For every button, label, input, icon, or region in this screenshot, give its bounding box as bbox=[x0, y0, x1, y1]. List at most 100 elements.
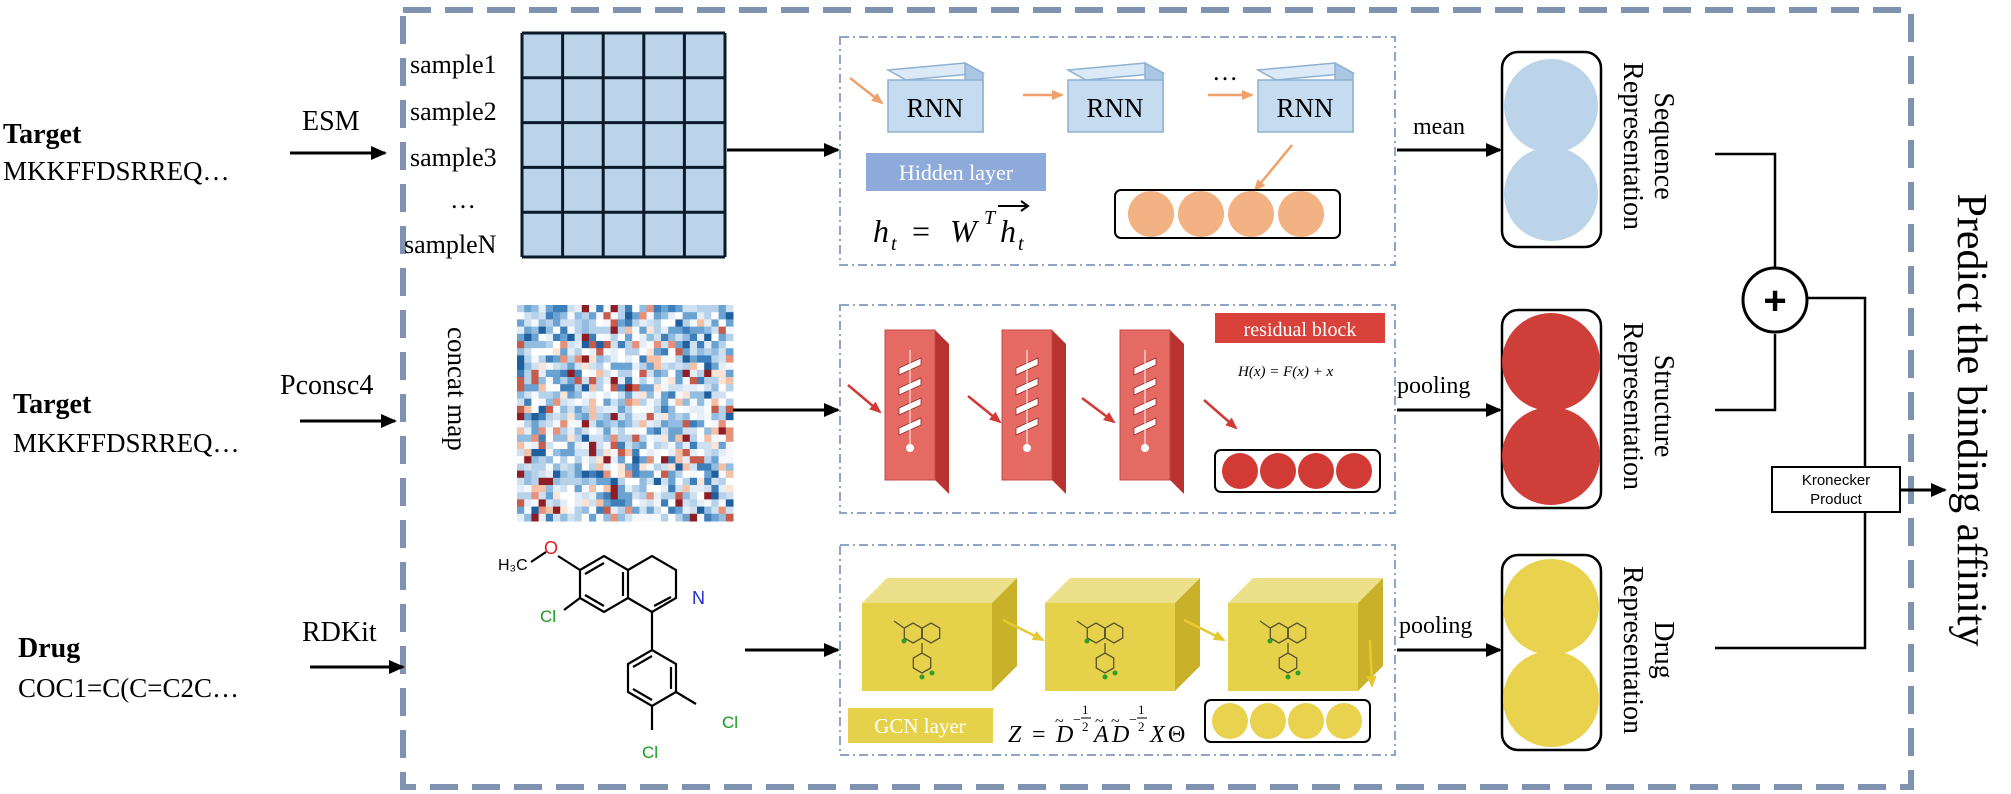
gcn-formula: Z = D ~ − 1 2 A ~ D ~ − 1 2 X Θ bbox=[1008, 702, 1185, 748]
target2-label: Target bbox=[13, 389, 92, 420]
rnn-output-node-4 bbox=[1278, 191, 1324, 237]
concat-heatmap bbox=[517, 305, 734, 522]
pooling-label-1: pooling bbox=[1397, 373, 1470, 399]
svg-text:~: ~ bbox=[1055, 713, 1064, 730]
rnn-in-arrow bbox=[849, 77, 884, 105]
res-arrow-1 bbox=[967, 395, 1002, 424]
drug-sequence: COC1=C(C=C2C… bbox=[18, 673, 239, 703]
gcn-arrow-3 bbox=[1366, 639, 1377, 688]
residual-panel bbox=[839, 304, 1396, 514]
outer-dashed-frame bbox=[400, 7, 1914, 790]
svg-text:h: h bbox=[1000, 213, 1016, 249]
rnn-cell-3-label: RNN bbox=[1276, 93, 1333, 123]
hidden-layer-label: Hidden layer bbox=[899, 160, 1014, 185]
drug-to-merge-line bbox=[1715, 510, 1867, 650]
rnn-cell-1 bbox=[885, 61, 986, 134]
structure-repr-label-1: Structure bbox=[1648, 355, 1679, 458]
res-out-arrow bbox=[1203, 399, 1238, 430]
svg-text:t: t bbox=[891, 233, 897, 255]
rnn-cell-2 bbox=[1065, 61, 1166, 134]
kronecker-label-1: Kronecker bbox=[1802, 472, 1870, 489]
structure-repr-label-2: Representation bbox=[1617, 322, 1648, 490]
residual-output-node-2 bbox=[1260, 453, 1296, 489]
svg-text:t: t bbox=[1018, 233, 1024, 255]
kronecker-box bbox=[1771, 466, 1901, 513]
res-arrow-2 bbox=[1081, 397, 1116, 424]
rnn-ellipsis: … bbox=[1212, 57, 1238, 86]
target1-sequence: MKKFFDSRREQ… bbox=[3, 156, 230, 186]
plus-symbol: + bbox=[1763, 279, 1786, 323]
gcn-label-box bbox=[848, 708, 993, 743]
svg-text:=: = bbox=[912, 213, 930, 249]
svg-text:~: ~ bbox=[1111, 713, 1120, 730]
sample-label-3: sample3 bbox=[410, 143, 497, 172]
drug-repr-node-1 bbox=[1503, 559, 1599, 655]
residual-label-box bbox=[1215, 313, 1385, 343]
pooling-label-2: pooling bbox=[1399, 613, 1472, 639]
drug-repr-node-2 bbox=[1503, 651, 1599, 747]
gcn-output-node-4 bbox=[1326, 703, 1362, 739]
svg-text:1: 1 bbox=[1082, 702, 1089, 717]
svg-text:D: D bbox=[1111, 722, 1129, 748]
rnn-cell-3 bbox=[1255, 61, 1356, 134]
svg-text:2: 2 bbox=[1082, 719, 1089, 734]
residual-output-node-3 bbox=[1298, 453, 1334, 489]
svg-text:T: T bbox=[984, 207, 997, 229]
rdkit-label: RDKit bbox=[302, 617, 377, 648]
sequence-repr-label-2: Representation bbox=[1617, 62, 1648, 230]
res-in-arrow bbox=[847, 384, 882, 414]
svg-text:−: − bbox=[1129, 713, 1137, 728]
gcn-panel bbox=[839, 544, 1396, 756]
gcn-output-box bbox=[1204, 699, 1371, 743]
kronecker-label-2: Product bbox=[1810, 491, 1863, 508]
gcn-output-node-1 bbox=[1212, 703, 1248, 739]
sample-label-n: sampleN bbox=[404, 230, 497, 259]
hidden-layer-box bbox=[866, 153, 1046, 191]
svg-text:Z: Z bbox=[1008, 722, 1022, 748]
svg-text:D: D bbox=[1055, 722, 1073, 748]
gcn-output-node-2 bbox=[1250, 703, 1286, 739]
gcn-arrow-1 bbox=[1002, 618, 1045, 642]
chlorine-atom-3: Cl bbox=[642, 743, 658, 762]
sample-label-2: sample2 bbox=[410, 97, 497, 126]
svg-text:~: ~ bbox=[1095, 713, 1104, 730]
svg-text:Θ: Θ bbox=[1168, 722, 1185, 748]
residual-formula: H(x) = F(x) + x bbox=[1237, 364, 1334, 380]
plus-to-merge-line bbox=[1807, 296, 1867, 470]
svg-text:W: W bbox=[950, 213, 980, 249]
sample-label-1: sample1 bbox=[410, 50, 497, 79]
svg-text:1: 1 bbox=[1138, 702, 1145, 717]
embedding-grid bbox=[520, 31, 727, 259]
pconsc4-label: Pconsc4 bbox=[280, 370, 373, 401]
sequence-to-plus-line bbox=[1715, 152, 1777, 268]
gcn-label: GCN layer bbox=[874, 714, 966, 738]
svg-text:h: h bbox=[873, 213, 889, 249]
molecule-structure bbox=[530, 551, 697, 730]
gcn-output-node-3 bbox=[1288, 703, 1324, 739]
chlorine-atom-1: Cl bbox=[540, 607, 556, 626]
residual-block-2 bbox=[1001, 329, 1066, 494]
plus-node bbox=[1741, 266, 1809, 334]
sequence-repr-node-1 bbox=[1504, 59, 1598, 153]
residual-block-1 bbox=[884, 329, 949, 494]
drug-repr-label-1: Drug bbox=[1648, 621, 1679, 679]
gcn-cube-3 bbox=[1228, 578, 1383, 691]
output-label: Predict the binding affinity bbox=[1948, 194, 1994, 647]
structure-repr-node-1 bbox=[1502, 313, 1600, 411]
structure-repr-node-2 bbox=[1502, 407, 1600, 505]
drug-repr-label-2: Representation bbox=[1617, 566, 1648, 734]
nitrogen-atom: N bbox=[692, 588, 705, 608]
concat-map-label: concat map bbox=[442, 327, 472, 451]
methyl-atom: H₃C bbox=[498, 557, 528, 574]
gcn-cube-1 bbox=[862, 578, 1017, 691]
svg-text:2: 2 bbox=[1138, 719, 1145, 734]
rnn-cell-2-label: RNN bbox=[1086, 93, 1143, 123]
target2-sequence: MKKFFDSRREQ… bbox=[13, 428, 240, 458]
residual-label: residual block bbox=[1244, 319, 1357, 341]
esm-label: ESM bbox=[302, 106, 360, 137]
rnn-out-arrow bbox=[1253, 144, 1293, 192]
rnn-formula: h t = W T h t bbox=[873, 200, 1030, 255]
chlorine-atom-2: Cl bbox=[722, 713, 738, 732]
residual-block-3 bbox=[1119, 329, 1184, 494]
